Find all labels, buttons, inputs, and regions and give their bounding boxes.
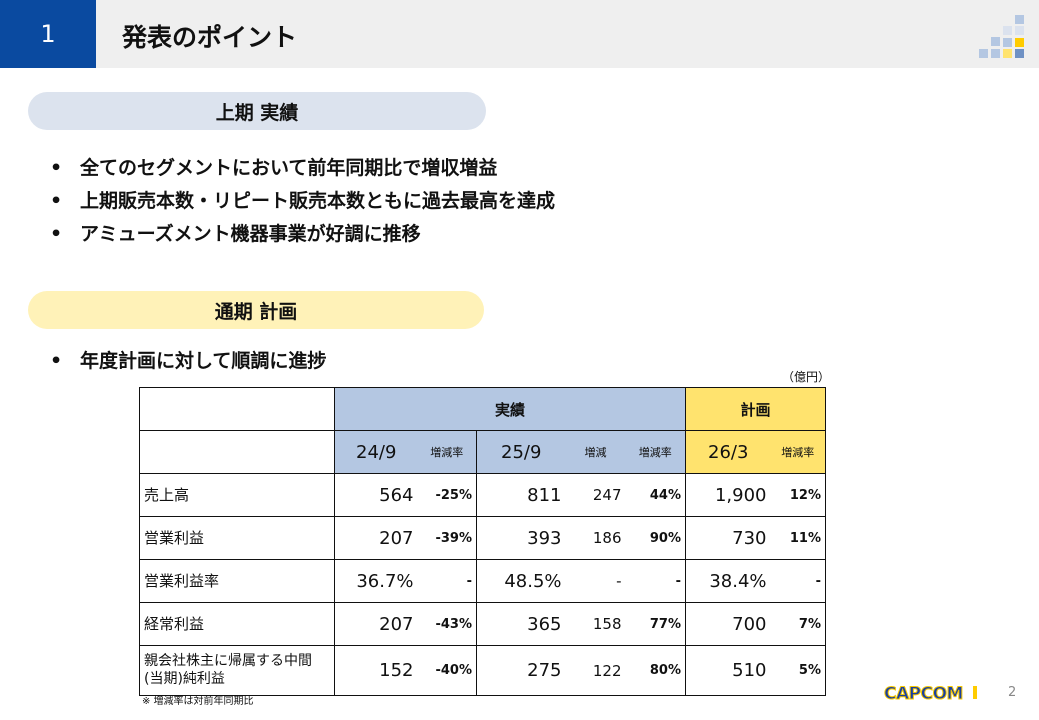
table-cell: 207: [334, 602, 418, 646]
table-cell: -40%: [417, 645, 477, 696]
table-cell: 48.5%: [476, 559, 566, 603]
table-row: 営業利益 207 -39% 393 186 90% 730 11%: [139, 516, 826, 560]
table-cell: -43%: [417, 602, 477, 646]
table-cell: 365: [476, 602, 566, 646]
unit-label: （億円）: [782, 370, 831, 384]
table-cell: -25%: [417, 473, 477, 517]
col-rate: 増減率: [625, 430, 686, 474]
table-cell: -39%: [417, 516, 477, 560]
bullet-item: • 全てのセグメントにおいて前年同期比で増収増益: [50, 157, 498, 179]
row-label: 売上高: [139, 473, 335, 517]
table-cell: 80%: [625, 645, 686, 696]
bullet-item: • 上期販売本数・リピート販売本数ともに過去最高を達成: [50, 190, 556, 212]
table-cell: 247: [565, 473, 626, 517]
table-cell: 510: [685, 645, 771, 696]
table-cell: 186: [565, 516, 626, 560]
col-25-9: 25/9: [476, 430, 566, 474]
table-cell: 77%: [625, 602, 686, 646]
table-cell: 811: [476, 473, 566, 517]
col-rate: 増減率: [417, 430, 477, 474]
logo-bar: [973, 686, 977, 699]
table-cell: 1,900: [685, 473, 771, 517]
table-row: 経常利益 207 -43% 365 158 77% 700 7%: [139, 602, 826, 646]
col-24-9: 24/9: [334, 430, 418, 474]
table-cell: -: [565, 559, 626, 603]
table-cell: 275: [476, 645, 566, 696]
col-change: 増減: [565, 430, 626, 474]
table-row: 営業利益率 36.7% -48.5% - -38.4% -: [139, 559, 826, 603]
col-26-3: 26/3: [685, 430, 771, 474]
footnote: ※ 増減率は対前年同期比: [142, 696, 254, 707]
table-cell: 38.4%: [685, 559, 771, 603]
section-number: 1: [0, 0, 96, 68]
table-cell: 158: [565, 602, 626, 646]
table-cell: 564: [334, 473, 418, 517]
first-half-label: 上期 実績: [28, 92, 486, 130]
table-cell: 207: [334, 516, 418, 560]
table-cell: 44%: [625, 473, 686, 517]
table-cell: 36.7%: [334, 559, 418, 603]
page-title: 発表のポイント: [122, 23, 298, 52]
row-label: 営業利益: [139, 516, 335, 560]
group-actual: 実績: [334, 387, 686, 431]
table-cell: -: [770, 559, 826, 603]
bullet-item: • アミューズメント機器事業が好調に推移: [50, 223, 421, 245]
table-cell: 730: [685, 516, 771, 560]
row-label: 親会社株主に帰属する中間(当期)純利益: [139, 645, 335, 696]
full-year-label: 通期 計画: [28, 291, 484, 329]
table-cell: 7%: [770, 602, 826, 646]
table-cell: 12%: [770, 473, 826, 517]
table-cell: 700: [685, 602, 771, 646]
results-table: 実績 計画 24/9 増減率 25/9 増減 増減率 26/3 増減率 売上高 56…: [139, 387, 826, 696]
table-cell: 122: [565, 645, 626, 696]
row-label: 経常利益: [139, 602, 335, 646]
col-rate: 増減率: [770, 430, 826, 474]
table-row: 売上高 564 -25% 811 247 44% 1,900 12%: [139, 473, 826, 517]
table-cell: 152: [334, 645, 418, 696]
table-row: 親会社株主に帰属する中間(当期)純利益 152 -40% 275 122 80% 510 5%: [139, 645, 826, 696]
table-cell: 5%: [770, 645, 826, 696]
capcom-logo: CAPCOM: [884, 684, 964, 705]
bullet-item: • 年度計画に対して順調に進捗: [50, 350, 327, 372]
table-cell: -: [417, 559, 477, 603]
table-cell: -: [625, 559, 686, 603]
table-cell: 11%: [770, 516, 826, 560]
table-cell: 90%: [625, 516, 686, 560]
row-label: 営業利益率: [139, 559, 335, 603]
header-bar: [0, 0, 1039, 68]
table-cell: 393: [476, 516, 566, 560]
group-plan: 計画: [685, 387, 826, 431]
page-number: 2: [1008, 685, 1017, 700]
